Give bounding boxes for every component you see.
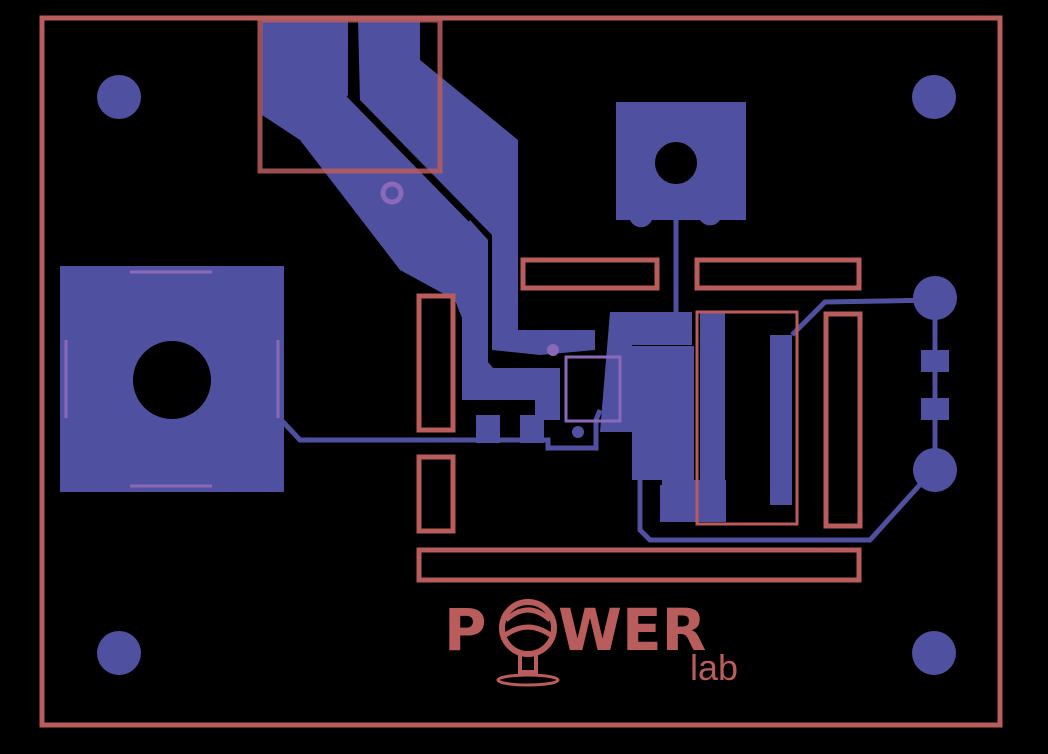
input-trace-right <box>358 20 595 355</box>
led-anode-pad <box>913 276 957 320</box>
bottom-component-outline <box>416 547 862 583</box>
silkscreen <box>257 17 863 583</box>
output-connector-hole <box>653 140 699 186</box>
diode-pad <box>770 335 792 505</box>
ic-outline <box>564 355 622 423</box>
led-cathode-pad <box>913 448 957 492</box>
mounting-via <box>380 181 404 205</box>
power-lab-logo: P WER lab <box>444 596 738 688</box>
drill-holes <box>133 93 699 419</box>
resistor-r3-outline <box>823 311 863 529</box>
dc-jack-marks <box>64 270 280 488</box>
dc-jack-hole <box>134 342 210 418</box>
via-2 <box>572 426 584 438</box>
thin-trace-bottom-right <box>637 466 937 543</box>
dc-jack-hole-outline <box>133 341 211 419</box>
mounting-hole-bottom-right <box>912 631 956 675</box>
mounting-hole-top-right <box>912 75 956 119</box>
resistor-r2-outline <box>694 257 862 291</box>
resistor-r1-outline <box>520 257 660 291</box>
regulator-outline <box>695 310 799 526</box>
thin-trace-top-right <box>790 297 936 337</box>
logo-text-lab: lab <box>690 647 738 688</box>
thin-trace-left <box>208 373 603 451</box>
input-trace-left <box>262 20 560 420</box>
led-pad-2 <box>921 398 949 420</box>
regulator-tab-pour <box>662 480 726 522</box>
mounting-holes <box>97 75 956 675</box>
trace-gap <box>346 93 472 222</box>
regulator-copper-pour <box>600 312 725 522</box>
regulator-pad <box>632 346 694 480</box>
mounting-hole-bottom-left <box>97 631 141 675</box>
led-pad-1 <box>921 350 949 372</box>
capacitor-c1-outline <box>416 293 456 433</box>
logo-text-p: P <box>444 596 487 664</box>
via-1 <box>547 344 559 356</box>
board-outline <box>39 15 1003 728</box>
logo-text-wer: WER <box>558 596 706 664</box>
capacitor-c2-outline <box>416 454 456 534</box>
mounting-hole-top-left <box>97 75 141 119</box>
copper-traces <box>60 20 957 543</box>
input-terminal-outline <box>257 17 443 174</box>
logo-globe-icon <box>496 599 560 687</box>
